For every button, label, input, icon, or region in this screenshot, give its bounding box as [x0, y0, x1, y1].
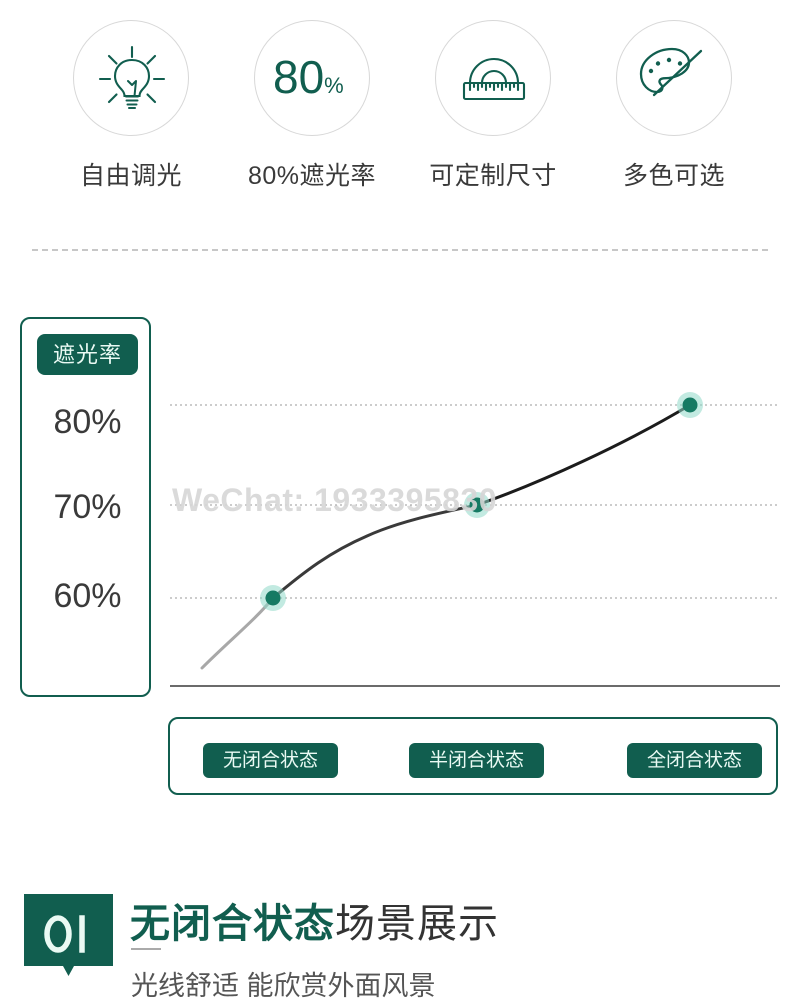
svg-text:80%: 80%: [273, 51, 344, 103]
